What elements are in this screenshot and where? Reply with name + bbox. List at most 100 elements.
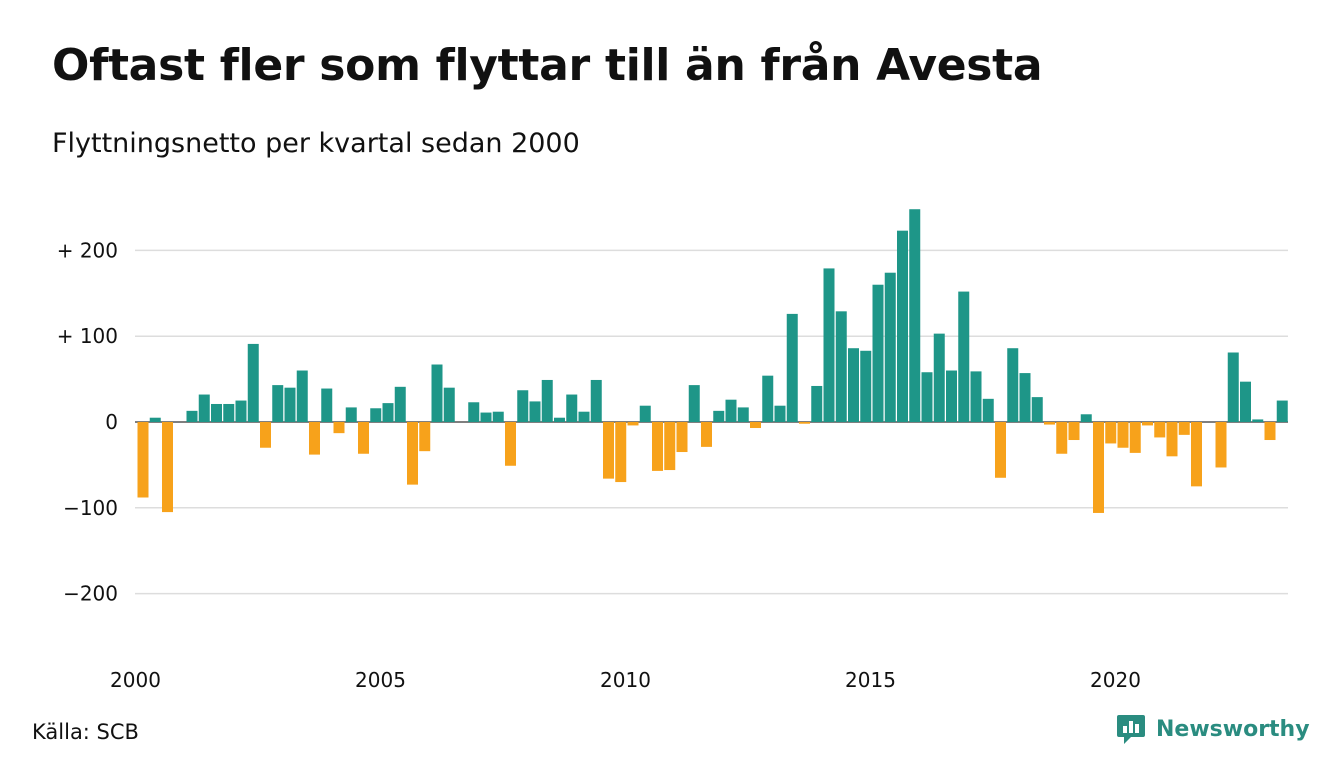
bar-2002-k3 (260, 422, 271, 448)
brand-name: Newsworthy (1156, 716, 1310, 742)
bar-2018-k2 (1031, 397, 1043, 422)
bar-2004-k3 (358, 422, 369, 454)
bar-2011-k1 (676, 422, 688, 453)
bar-2008-k2 (541, 379, 553, 422)
newsworthy-chart-icon (1117, 715, 1145, 744)
bar-2001-k2 (198, 394, 210, 422)
bar-2011-k2 (688, 385, 700, 422)
bar-2001-k4 (223, 403, 235, 422)
bar-2018-k4 (1056, 422, 1068, 454)
bar-2016-k1 (921, 372, 933, 422)
bar-2017-k2 (982, 398, 994, 422)
bar-2019-k2 (1080, 414, 1092, 422)
bar-chart: + 200 + 100 0 −100 −200 2000 2005 2010 2015 2020 (57, 209, 1288, 692)
bar-2003-k1 (284, 387, 296, 422)
bar-2005-k1 (382, 403, 394, 422)
bar-2010-k2 (639, 405, 651, 422)
bar-2008-k3 (554, 417, 565, 422)
bar-2017-k4 (1007, 348, 1019, 422)
bar-2013-k2 (786, 313, 798, 422)
bar-2012-k3 (750, 422, 761, 429)
bar-2007-k4 (517, 390, 529, 422)
x-tick-label: 2015 (845, 668, 896, 692)
bar-2001-k3 (211, 403, 222, 422)
bar-2010-k4 (664, 422, 676, 471)
bar-2015-k3 (897, 230, 908, 422)
bar-2005-k2 (394, 386, 406, 422)
newsworthy-logo: Newsworthy (1116, 713, 1310, 745)
bar-2009-k2 (590, 379, 602, 422)
bar-2006-k1 (431, 364, 443, 422)
bar-2023-k1 (1264, 422, 1276, 441)
bar-2018-k1 (1019, 373, 1031, 422)
bar-2004-k2 (345, 407, 357, 422)
y-tick-label: 0 (105, 410, 118, 434)
bar-2016-k3 (946, 370, 957, 422)
bar-2009-k3 (603, 422, 614, 479)
bar-2020-k3 (1142, 422, 1153, 426)
bar-2013-k4 (811, 385, 823, 422)
y-tick-label: −100 (63, 496, 118, 520)
bar-2003-k2 (296, 370, 308, 422)
y-tick-label: −200 (63, 582, 118, 606)
bar-2014-k2 (835, 311, 847, 422)
bar-2006-k2 (443, 387, 455, 422)
bar-2022-k1 (1215, 422, 1227, 468)
bar-2000-k2 (149, 417, 161, 422)
bar-2013-k3 (799, 422, 810, 424)
bar-2015-k4 (909, 209, 921, 422)
bar-2019-k4 (1105, 422, 1117, 444)
bar-2015-k1 (872, 284, 884, 422)
bar-2000-k3 (162, 422, 173, 513)
bar-2012-k1 (725, 399, 737, 422)
bar-2003-k3 (309, 422, 320, 455)
x-axis-tick-labels: 2000 2005 2010 2015 2020 (110, 668, 1141, 692)
x-tick-label: 2005 (355, 668, 406, 692)
chart-title: Oftast fler som flyttar till än från Ave… (52, 40, 1043, 91)
bar-2021-k1 (1166, 422, 1178, 457)
bar-2010-k3 (652, 422, 663, 471)
bar-2008-k1 (529, 401, 541, 422)
bar-2010-k1 (627, 422, 639, 426)
bar-2012-k2 (737, 407, 749, 422)
bar-2021-k2 (1178, 422, 1190, 435)
bar-2009-k4 (615, 422, 627, 483)
bar-2017-k1 (970, 371, 982, 422)
bar-2019-k1 (1068, 422, 1080, 441)
bar-2004-k4 (370, 408, 382, 422)
bar-2016-k2 (933, 333, 945, 422)
bar-2014-k3 (848, 348, 859, 422)
bar-2015-k2 (884, 272, 896, 422)
x-tick-label: 2000 (110, 668, 161, 692)
bar-2012-k4 (762, 375, 774, 422)
bar-2020-k2 (1129, 422, 1141, 453)
bar-2006-k4 (468, 402, 480, 422)
bar-2022-k2 (1227, 352, 1239, 422)
y-tick-label: + 200 (57, 238, 118, 262)
bar-2002-k2 (247, 343, 259, 422)
bar-2007-k2 (492, 411, 504, 422)
bar-2014-k4 (860, 350, 872, 422)
source-note: Källa: SCB (32, 720, 139, 744)
bar-2005-k4 (419, 422, 431, 452)
bar-2009-k1 (578, 411, 590, 422)
bar-2002-k4 (272, 385, 284, 422)
bar-2019-k3 (1093, 422, 1104, 513)
bar-2013-k1 (774, 405, 786, 422)
bar-2007-k1 (480, 412, 492, 422)
bar-2021-k3 (1191, 422, 1202, 487)
bar-2007-k3 (505, 422, 516, 466)
bars (137, 209, 1288, 513)
bar-2001-k1 (186, 410, 198, 422)
bar-2011-k3 (701, 422, 712, 447)
bar-2003-k4 (321, 388, 333, 422)
bar-2017-k3 (995, 422, 1006, 478)
y-tick-label: + 100 (57, 324, 118, 348)
bar-2005-k3 (407, 422, 418, 485)
bar-2011-k4 (713, 410, 725, 422)
bar-2022-k4 (1252, 419, 1264, 422)
x-tick-label: 2010 (600, 668, 651, 692)
bar-2022-k3 (1240, 381, 1251, 422)
bar-2014-k1 (823, 268, 835, 422)
bar-2018-k3 (1044, 422, 1055, 425)
